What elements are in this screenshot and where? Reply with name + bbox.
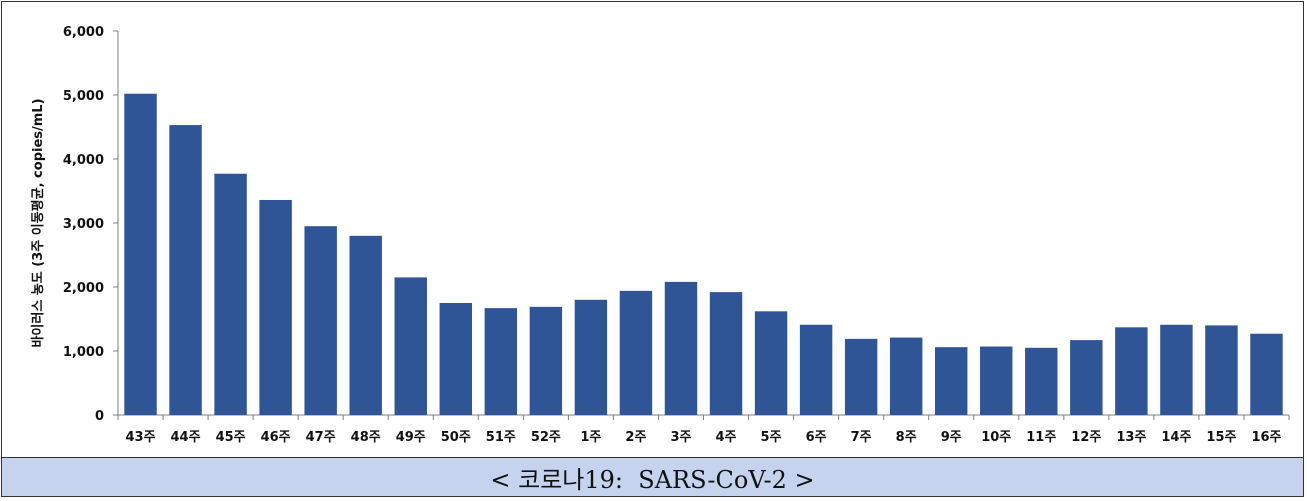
bar xyxy=(934,347,968,415)
x-tick-label: 50주 xyxy=(441,430,471,445)
bar xyxy=(799,324,833,415)
y-tick-label: 6,000 xyxy=(63,25,104,40)
bars xyxy=(124,93,1283,415)
x-tick-label: 13주 xyxy=(1116,430,1146,445)
bar xyxy=(844,338,878,415)
bar-chart: 0 1,000 2,000 3,000 4,000 5,000 6,000 43주 44주 45… xyxy=(30,25,1290,445)
bar xyxy=(889,337,923,415)
bar xyxy=(664,281,698,415)
x-tick-label: 49주 xyxy=(396,430,426,445)
bar xyxy=(349,235,382,415)
x-tick-label: 12주 xyxy=(1071,430,1101,445)
x-tick-label: 11주 xyxy=(1026,430,1056,445)
x-tick-label: 47주 xyxy=(306,430,336,445)
x-tick-label: 7주 xyxy=(851,430,872,445)
x-tick-label: 14주 xyxy=(1161,430,1191,445)
bar xyxy=(1160,324,1193,415)
x-tick-label: 1주 xyxy=(580,430,601,445)
x-tick-label: 45주 xyxy=(216,430,246,445)
x-tick-label: 10주 xyxy=(981,430,1011,445)
y-tick-label: 4,000 xyxy=(63,153,104,168)
bar xyxy=(439,303,473,415)
x-tick-label: 51주 xyxy=(486,430,516,445)
bar xyxy=(304,226,337,415)
bar xyxy=(709,292,743,415)
bar xyxy=(1115,327,1148,415)
bar xyxy=(980,346,1013,415)
x-tick-label: 4주 xyxy=(716,430,737,445)
x-tick-label: 46주 xyxy=(261,430,291,445)
x-tick-label: 8주 xyxy=(896,430,917,445)
x-tick-label: 48주 xyxy=(351,430,381,445)
bar xyxy=(394,277,427,415)
bar xyxy=(214,173,247,415)
y-tick-label: 0 xyxy=(95,409,104,424)
bar xyxy=(1025,347,1058,415)
bar xyxy=(754,311,788,415)
y-tick-label: 1,000 xyxy=(63,345,104,360)
chart-area: 0 1,000 2,000 3,000 4,000 5,000 6,000 43주 44주 45… xyxy=(2,2,1303,457)
y-axis-title: 바이러스 농도 (3주 이동평균, copies/mL) xyxy=(30,98,46,347)
y-tick-label: 2,000 xyxy=(63,281,104,296)
bar xyxy=(1070,340,1103,415)
bar xyxy=(484,308,518,415)
x-tick-label: 52주 xyxy=(531,430,561,445)
bar xyxy=(529,306,563,415)
y-axis: 0 1,000 2,000 3,000 4,000 5,000 6,000 xyxy=(63,25,119,424)
caption-text: < 코로나19: SARS-CoV-2 > xyxy=(490,465,815,494)
bar xyxy=(259,199,292,415)
x-tick-label: 2주 xyxy=(625,430,646,445)
x-axis: 43주 44주 45주 46주 47주 48주 49주 50주 51주 52주 1주 2주 3주 4주 5주… xyxy=(117,414,1290,445)
bar xyxy=(1205,325,1238,415)
caption-bar: < 코로나19: SARS-CoV-2 > xyxy=(2,457,1303,496)
x-tick-label: 3주 xyxy=(670,430,691,445)
bar xyxy=(619,290,653,415)
y-tick-label: 5,000 xyxy=(63,89,104,104)
bar xyxy=(574,299,608,415)
x-tick-label: 43주 xyxy=(125,430,155,445)
x-tick-label: 5주 xyxy=(761,430,782,445)
bar xyxy=(169,125,202,415)
bar xyxy=(124,93,157,415)
x-tick-label: 6주 xyxy=(806,430,827,445)
x-tick-label: 15주 xyxy=(1206,430,1236,445)
x-tick-label: 16주 xyxy=(1251,430,1281,445)
x-tick-label: 44주 xyxy=(171,430,201,445)
bar xyxy=(1250,333,1283,415)
x-tick-label: 9주 xyxy=(941,430,962,445)
y-tick-label: 3,000 xyxy=(63,217,104,232)
